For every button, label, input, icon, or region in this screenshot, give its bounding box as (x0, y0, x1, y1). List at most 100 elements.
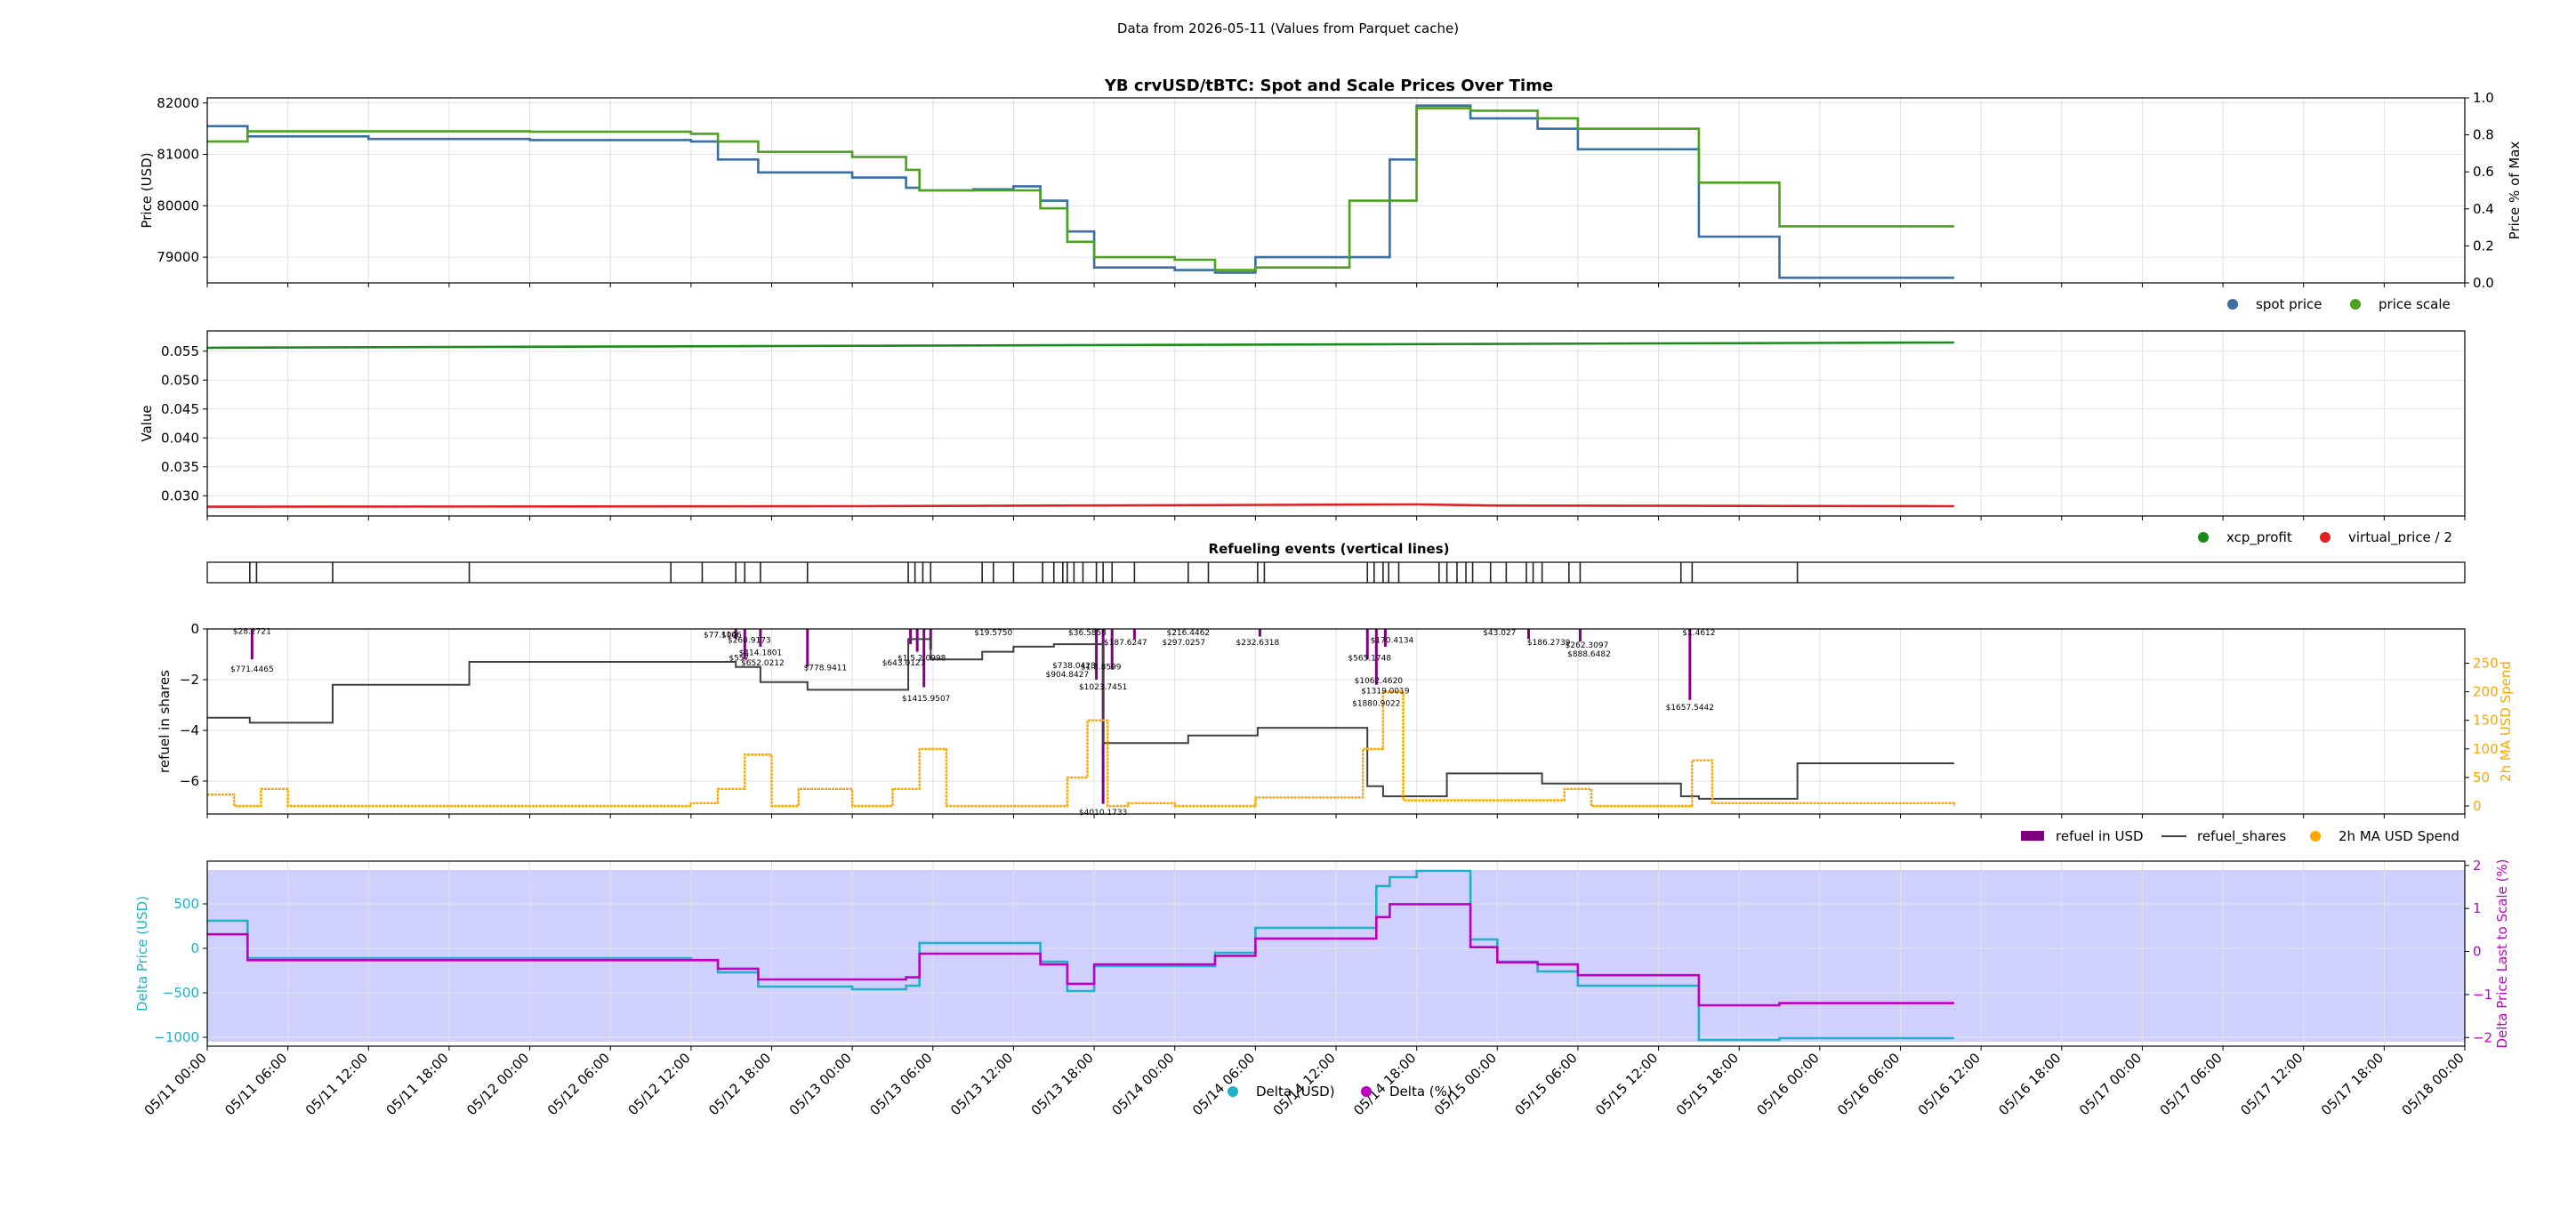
legend-xcp-profit-swatch (2198, 532, 2209, 543)
legend-virtual-price-swatch (2320, 532, 2330, 543)
series-2h-ma-usd-spend (207, 690, 1956, 808)
refuel-usd-bar (734, 629, 737, 640)
price-panel-ytick-label: 80000 (157, 197, 199, 214)
price-panel-ytick-label: 82000 (157, 95, 199, 111)
price-panel-y2tick-label: 0.0 (2473, 275, 2494, 291)
series-price-scale (207, 107, 1954, 271)
value-panel-ytick-label: 0.040 (161, 430, 199, 446)
refuel-usd-bar (743, 629, 746, 660)
refuel-annotation: $1.4612 (1682, 629, 1715, 638)
price-panel-y2tick-label: 0.2 (2473, 238, 2494, 254)
refuel-annotation: $170.4134 (1371, 636, 1414, 645)
refuel-annotation: $1415.9507 (902, 695, 950, 704)
legend-delta-usd-label: Delta (USD) (1256, 1084, 1335, 1100)
price-panel-y2tick-label: 1.0 (2473, 90, 2494, 106)
price-panel-y2tick-label: 0.4 (2473, 201, 2494, 217)
x-tick-label: 05/13 18:00 (1028, 1050, 1097, 1118)
refuel-usd-bar (1095, 629, 1099, 680)
x-tick-label: 05/15 18:00 (1673, 1050, 1742, 1118)
refuel-annotation: $557. (729, 654, 752, 663)
refuel-panel-y2tick-label: 50 (2473, 770, 2490, 786)
x-tick-label: 05/18 00:00 (2399, 1050, 2467, 1118)
refuel-annotation: $778.9411 (804, 665, 848, 673)
refuel-usd-bar (922, 629, 926, 688)
refuel-annotation: $643.0127 (882, 659, 926, 668)
x-tick-label: 05/16 00:00 (1753, 1050, 1822, 1118)
series-virtual-price-2 (206, 503, 1954, 508)
refuel-annotation: $414.1801 (739, 649, 783, 658)
x-tick-label: 05/13 00:00 (786, 1050, 855, 1118)
delta-panel-frame (206, 860, 2466, 1047)
price-panel-y2tick-label: 0.8 (2473, 127, 2494, 143)
series-refuel-shares (207, 638, 1954, 800)
x-tick-label: 05/12 06:00 (544, 1050, 613, 1118)
value-panel-ytick-label: 0.050 (161, 372, 199, 388)
x-tick-label: 05/13 12:00 (947, 1050, 1016, 1118)
refuel-panel-ytick-label: −6 (180, 773, 199, 789)
delta-panel-y2tick-label: 2 (2473, 858, 2482, 874)
refuel-annotation: $888.6482 (1567, 650, 1611, 659)
refuel-annotation: $1023.7451 (1079, 683, 1127, 692)
x-tick-label: 05/16 06:00 (1834, 1050, 1903, 1118)
events-panel-frame (206, 561, 2466, 584)
x-tick-label: 05/15 12:00 (1592, 1050, 1661, 1118)
legend-delta-pct-swatch (1361, 1086, 1372, 1097)
x-tick-label: 05/17 12:00 (2237, 1050, 2306, 1118)
legend-refuel-shares-label: refuel_shares (2197, 828, 2286, 845)
price-panel-y2tick-label: 0.6 (2473, 164, 2494, 180)
x-tick-label: 05/17 00:00 (2076, 1050, 2145, 1118)
x-tick-label: 05/17 18:00 (2318, 1050, 2387, 1118)
refuel-usd-bar (1688, 629, 1692, 700)
refuel-annotation: $186.2739 (1527, 639, 1571, 648)
refuel-panel-y2tick-label: 250 (2473, 656, 2499, 672)
x-tick-label: 05/16 18:00 (1995, 1050, 2064, 1118)
legend-2h-ma-label: 2h MA USD Spend (2339, 828, 2459, 844)
delta-panel-y2tick-label: −2 (2473, 1029, 2492, 1045)
refuel-annotation: $260.9173 (728, 636, 771, 645)
value-panel-ylabel: Value (139, 405, 155, 441)
refuel-annotation: $43.027 (1483, 629, 1516, 638)
legend-xcp-profit-label: xcp_profit (2226, 529, 2292, 546)
refuel-usd-bar (1110, 629, 1114, 670)
legend-delta-pct-label: Delta (%) (1389, 1084, 1453, 1100)
refuel-annotation: $1.5.2.0998 (898, 654, 946, 663)
refuel-usd-bar (1374, 629, 1378, 685)
value-panel-ytick-label: 0.045 (161, 401, 199, 417)
refuel-annotation: $904.8427 (1046, 671, 1090, 680)
refuel-annotation: $565.1748 (1348, 654, 1391, 663)
refuel-usd-bar (909, 629, 913, 645)
refuel-usd-bar (1383, 629, 1387, 647)
refuel-annotation: $1319.0019 (1361, 687, 1410, 696)
refuel-panel-y2label: 2h MA USD Spend (2498, 661, 2514, 782)
x-tick-label: 05/14 06:00 (1189, 1050, 1258, 1118)
refuel-annotation: $77.104 (704, 632, 737, 641)
refuel-annotation: $216.4462 (1166, 629, 1210, 638)
legend-spot-price-label: spot price (2256, 296, 2322, 312)
refuel-usd-bar (1132, 629, 1136, 640)
refuel-panel-ylabel: refuel in shares (157, 670, 173, 773)
x-tick-label: 05/11 18:00 (383, 1050, 452, 1118)
x-tick-label: 05/17 06:00 (2157, 1050, 2226, 1118)
legend-delta-usd-swatch (1228, 1086, 1238, 1097)
refuel-usd-bar (250, 629, 254, 660)
delta-panel-ytick-label: −500 (163, 985, 199, 1001)
refuel-annotation: $4010.1733 (1079, 809, 1127, 818)
refuel-usd-bar (1527, 629, 1531, 640)
delta-panel-y2tick-label: −1 (2473, 987, 2492, 1003)
refuel-panel-ytick-label: −2 (180, 672, 199, 688)
series-spot-price (207, 104, 1954, 279)
price-panel-frame (206, 97, 2466, 284)
refuel-panel-frame (206, 628, 2466, 815)
price-panel-ytick-label: 81000 (157, 147, 199, 163)
delta-panel-ytick-label: 500 (173, 896, 199, 912)
x-tick-label: 05/15 06:00 (1512, 1050, 1581, 1118)
delta-panel-y2label: Delta Price Last to Scale (%) (2494, 858, 2510, 1048)
legend-virtual-price-label: virtual_price / 2 (2348, 529, 2452, 546)
refuel-annotation: $232.6318 (1236, 639, 1280, 648)
refuel-annotation: $1880.9022 (1352, 700, 1400, 709)
legend-2h-ma-swatch (2310, 831, 2321, 842)
refuel-annotation: $652.0212 (741, 659, 785, 668)
x-tick-label: 05/11 12:00 (302, 1050, 371, 1118)
refuel-annotation: $28.2721 (233, 627, 271, 636)
refuel-panel-ytick-label: 0 (190, 621, 199, 637)
